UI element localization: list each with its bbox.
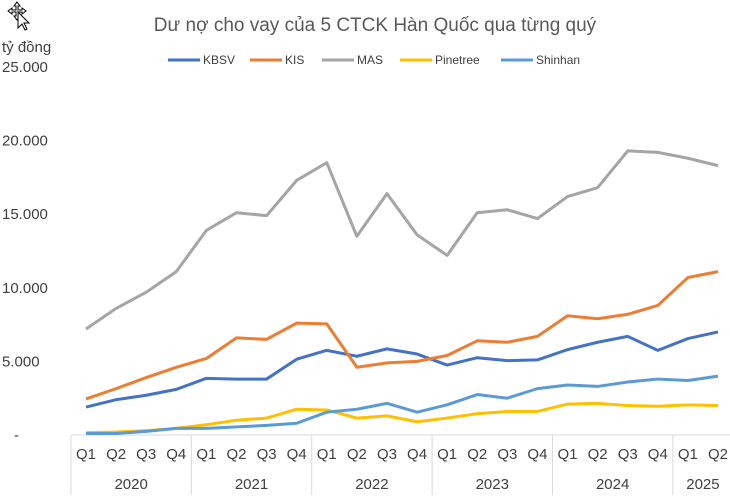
x-tick-label: Q1 [317, 446, 337, 463]
x-tick-label: Q4 [648, 446, 668, 463]
legend-label: KBSV [203, 53, 235, 67]
series-line-pinetree [85, 401, 719, 435]
series-line-mas [85, 149, 719, 331]
year-label: 2025 [686, 476, 719, 493]
y-tick-label: - [14, 427, 19, 444]
year-label: 2022 [355, 476, 388, 493]
x-tick-label: Q1 [76, 446, 96, 463]
x-tick-label: Q3 [618, 446, 638, 463]
year-label: 2020 [114, 476, 147, 493]
x-tick-label: Q4 [407, 446, 427, 463]
legend-label: Shinhan [536, 53, 580, 67]
x-tick-label: Q1 [437, 446, 457, 463]
y-axis: - 5.000 10.000 15.000 20.000 25.000 [2, 59, 48, 444]
y-tick-label: 15.000 [2, 206, 48, 223]
x-tick-label: Q2 [347, 446, 367, 463]
x-tick-label: Q4 [287, 446, 307, 463]
series-line-kbsv [85, 330, 719, 409]
x-tick-label: Q1 [678, 446, 698, 463]
x-tick-label: Q1 [196, 446, 216, 463]
chart-title: Dư nợ cho vay của 5 CTCK Hàn Quốc qua từ… [154, 15, 597, 36]
x-tick-label: Q3 [136, 446, 156, 463]
x-tick-label: Q2 [467, 446, 487, 463]
legend: KBSV KIS MAS Pinetree Shinhan [168, 53, 580, 67]
series-line-shinhan [86, 374, 719, 436]
x-tick-label: Q2 [226, 446, 246, 463]
x-tick-label: Q3 [497, 446, 517, 463]
y-tick-label: 10.000 [2, 280, 48, 297]
x-tick-label: Q4 [166, 446, 186, 463]
x-tick-label: Q4 [527, 446, 547, 463]
x-tick-label: Q2 [588, 446, 608, 463]
year-label: 2024 [596, 476, 629, 493]
x-axis: Q1 Q2 Q3 Q4 Q1 Q2 Q3 Q4 Q1 Q2 Q3 Q4 Q1 Q2 Q3 Q4 Q1 Q2 Q3 Q4… [70, 434, 730, 495]
x-tick-label: Q2 [106, 446, 126, 463]
y-axis-label: tỷ đồng [2, 39, 51, 56]
x-tick-label: Q3 [257, 446, 277, 463]
legend-label: KIS [285, 53, 304, 67]
x-tick-label: Q1 [558, 446, 578, 463]
year-label: 2021 [235, 476, 268, 493]
y-tick-label: 20.000 [2, 133, 48, 150]
y-tick-label: 5.000 [2, 353, 40, 370]
year-label: 2023 [476, 476, 509, 493]
y-tick-label: 25.000 [2, 59, 48, 76]
legend-label: Pinetree [435, 53, 480, 67]
series-lines [85, 149, 719, 436]
series-line-kis [85, 270, 719, 401]
x-tick-label: Q3 [377, 446, 397, 463]
move-cursor-icon [7, 1, 31, 31]
x-tick-label: Q2 [708, 446, 728, 463]
legend-label: MAS [357, 53, 383, 67]
